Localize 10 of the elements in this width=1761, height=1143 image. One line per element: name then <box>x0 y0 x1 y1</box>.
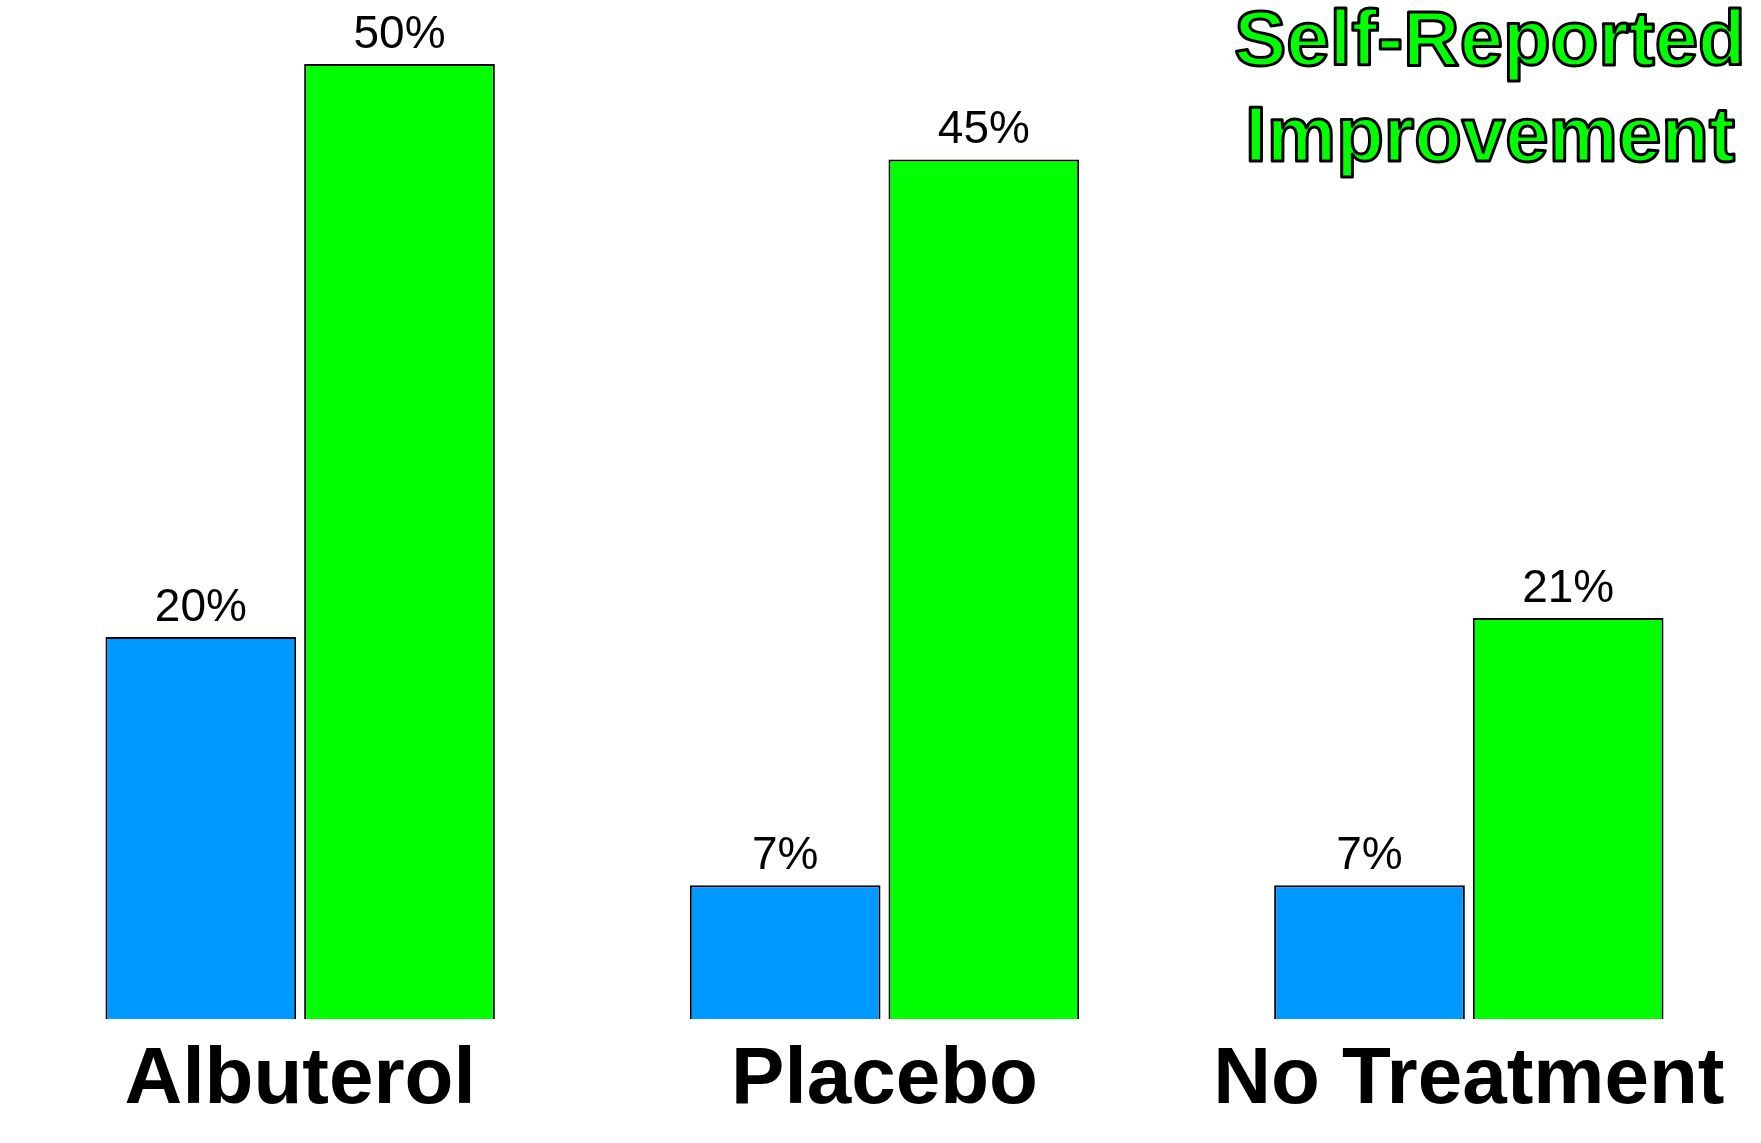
data-label: 50% <box>353 5 446 58</box>
data-label: 7% <box>1336 826 1403 879</box>
data-label: 20% <box>154 578 247 631</box>
data-label: 7% <box>751 826 819 879</box>
x-tick-label: Placebo <box>731 1031 1038 1121</box>
data-label: 45% <box>937 101 1030 154</box>
x-tick-label: No Treatment <box>1213 1031 1725 1121</box>
text: Self-Reported Improvement <box>1234 0 1746 178</box>
x-tick-label: Albuterol <box>124 1031 476 1121</box>
data-label: 21% <box>1522 559 1615 612</box>
